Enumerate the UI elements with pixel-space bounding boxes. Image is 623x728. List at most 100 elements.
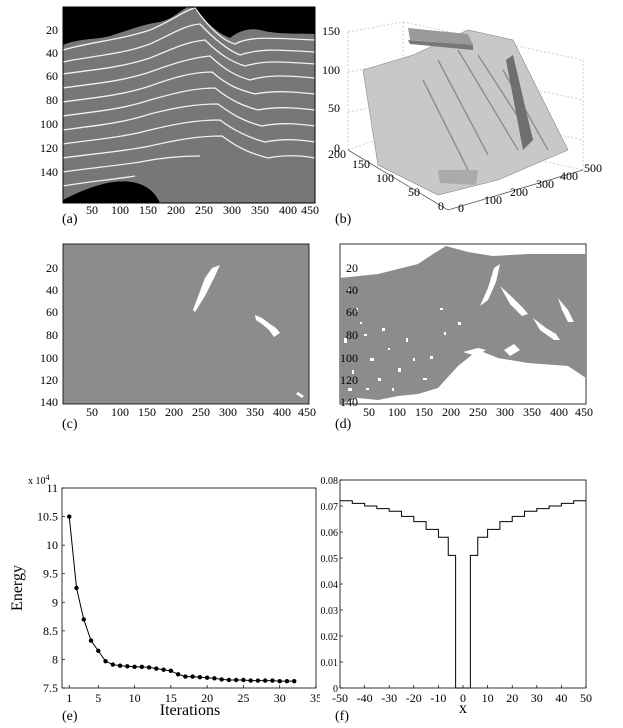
energy-point-8 — [125, 664, 130, 669]
f-panel-label: (f) — [335, 709, 349, 723]
c-xtick-3: 200 — [165, 405, 183, 419]
c-ytick-3: 80 — [46, 328, 58, 342]
c-xtick-6: 350 — [246, 405, 264, 419]
c-panel-label: (c) — [62, 417, 78, 432]
d-xtick-2: 150 — [415, 405, 433, 419]
panel-c-image: 20 40 60 80 100 120 140 50 100 150 200 2… — [40, 243, 316, 432]
f-xtick-4: -10 — [430, 691, 446, 705]
c-white-blob-3 — [296, 392, 304, 398]
f-ytick-4: 0.04 — [321, 580, 339, 591]
a-xtick-0: 50 — [86, 203, 98, 217]
e-ytick-0: 7.5 — [43, 681, 58, 695]
energy-point-4 — [96, 648, 101, 654]
surface-cliff — [506, 55, 533, 150]
profile-step-line — [340, 500, 586, 689]
c-xtick-2: 150 — [138, 405, 156, 419]
a-xtick-2: 150 — [139, 203, 157, 217]
c-xtick-5: 300 — [219, 405, 237, 419]
e-xtick-2: 10 — [129, 691, 141, 705]
e-ytick-3: 9 — [52, 595, 58, 609]
terrain-fill — [63, 6, 315, 203]
energy-point-24 — [241, 677, 246, 683]
e-xlabel: Iterations — [160, 702, 220, 719]
surface-block-top — [408, 28, 473, 45]
panel-a: 20 40 60 80 100 120 140 50 100 150 200 2… — [0, 0, 320, 230]
d-ytick-2: 60 — [346, 305, 358, 319]
d-xtick-7: 400 — [550, 405, 568, 419]
c-xtick-4: 250 — [192, 405, 210, 419]
a-xtick-5: 300 — [223, 203, 241, 217]
energy-point-30 — [284, 678, 290, 684]
energy-point-23 — [233, 677, 239, 683]
panel-b: 0 50 100 150 0 50 100 150 200 0 100 200 … — [318, 0, 623, 230]
energy-point-2 — [81, 617, 86, 622]
c-xtick-1: 100 — [111, 405, 129, 419]
b-xtick-1: 100 — [484, 193, 502, 207]
e-ytick-7: 11 — [46, 481, 58, 495]
panel-b-ticks: 0 50 100 150 0 50 100 150 200 0 100 200 … — [322, 24, 602, 215]
d-ytick-0: 20 — [346, 261, 358, 275]
panel-d-xticks: 50 100 150 200 250 300 350 400 450 — [363, 405, 593, 419]
d-xtick-3: 200 — [442, 405, 460, 419]
e-panel-label: (e) — [62, 709, 78, 723]
f-xtick-5: 0 — [460, 691, 466, 705]
c-ytick-5: 120 — [40, 373, 58, 387]
energy-point-25 — [248, 678, 253, 683]
c-white-blob-1 — [193, 265, 220, 312]
a-xtick-4: 250 — [195, 203, 213, 217]
c-ytick-1: 40 — [46, 283, 58, 297]
f-xtick-1: -40 — [357, 691, 373, 705]
b-ytick-2: 100 — [376, 171, 394, 185]
energy-point-7 — [117, 663, 123, 668]
panel-c-xticks: 50 100 150 200 250 300 350 400 450 — [86, 405, 316, 419]
a-xtick-7: 400 — [279, 203, 297, 217]
terrain-contours — [62, 7, 316, 187]
f-ytick-8: 0.08 — [321, 476, 339, 487]
e-ytick-5: 10 — [46, 538, 58, 552]
energy-point-9 — [132, 664, 137, 670]
b-xtick-0: 0 — [458, 201, 464, 215]
c-ytick-6: 140 — [40, 395, 58, 409]
energy-point-10 — [139, 664, 145, 670]
d-xtick-4: 250 — [469, 405, 487, 419]
b-xtick-4: 400 — [560, 169, 578, 183]
d-white-speckles — [344, 264, 574, 391]
d-xtick-8: 450 — [575, 405, 593, 419]
c-white-blob-2 — [255, 315, 280, 337]
energy-point-18 — [197, 674, 203, 680]
energy-point-19 — [204, 675, 210, 680]
f-ytick-6: 0.06 — [321, 528, 339, 539]
b-ztick-0: 0 — [334, 141, 340, 155]
panel-b-image: 0 50 100 150 0 50 100 150 200 0 100 200 … — [322, 21, 602, 227]
surface-ridges — [422, 49, 549, 171]
panel-a-yticks: 20 40 60 80 100 120 140 — [40, 23, 58, 179]
f-xtick-10: 50 — [580, 691, 592, 705]
energy-point-15 — [175, 672, 181, 677]
panel-e: 7.5 8 8.5 9 9.5 10 10.5 11 1 5 10 15 20 25 30 35 x 104… — [0, 470, 322, 724]
surface-block-edge — [408, 40, 473, 50]
e-ytick-4: 9.5 — [43, 567, 58, 581]
energy-point-0 — [67, 514, 72, 519]
f-ytick-5: 0.05 — [321, 554, 339, 565]
d-ytick-6: 140 — [340, 395, 358, 409]
f-xtick-0: -50 — [332, 691, 348, 705]
b-ytick-1: 50 — [408, 185, 420, 199]
e-xtick-7: 35 — [310, 691, 320, 705]
c-xtick-7: 400 — [273, 405, 291, 419]
e-ylabel: Energy — [9, 565, 26, 611]
d-xtick-6: 350 — [523, 405, 541, 419]
b-ytick-3: 150 — [352, 157, 370, 171]
energy-point-27 — [263, 678, 268, 683]
b-ytick-0: 0 — [438, 199, 444, 213]
d-panel-label: (d) — [335, 417, 352, 432]
energy-point-26 — [255, 678, 261, 683]
d-ytick-5: 120 — [340, 373, 358, 387]
a-xtick-3: 200 — [167, 203, 185, 217]
energy-point-31 — [292, 678, 297, 684]
a-ytick-4: 100 — [40, 117, 58, 131]
a-ytick-5: 120 — [40, 141, 58, 155]
surface-base-block — [438, 170, 478, 185]
f-xtick-2: -30 — [381, 691, 397, 705]
f-ytick-7: 0.07 — [321, 502, 339, 513]
